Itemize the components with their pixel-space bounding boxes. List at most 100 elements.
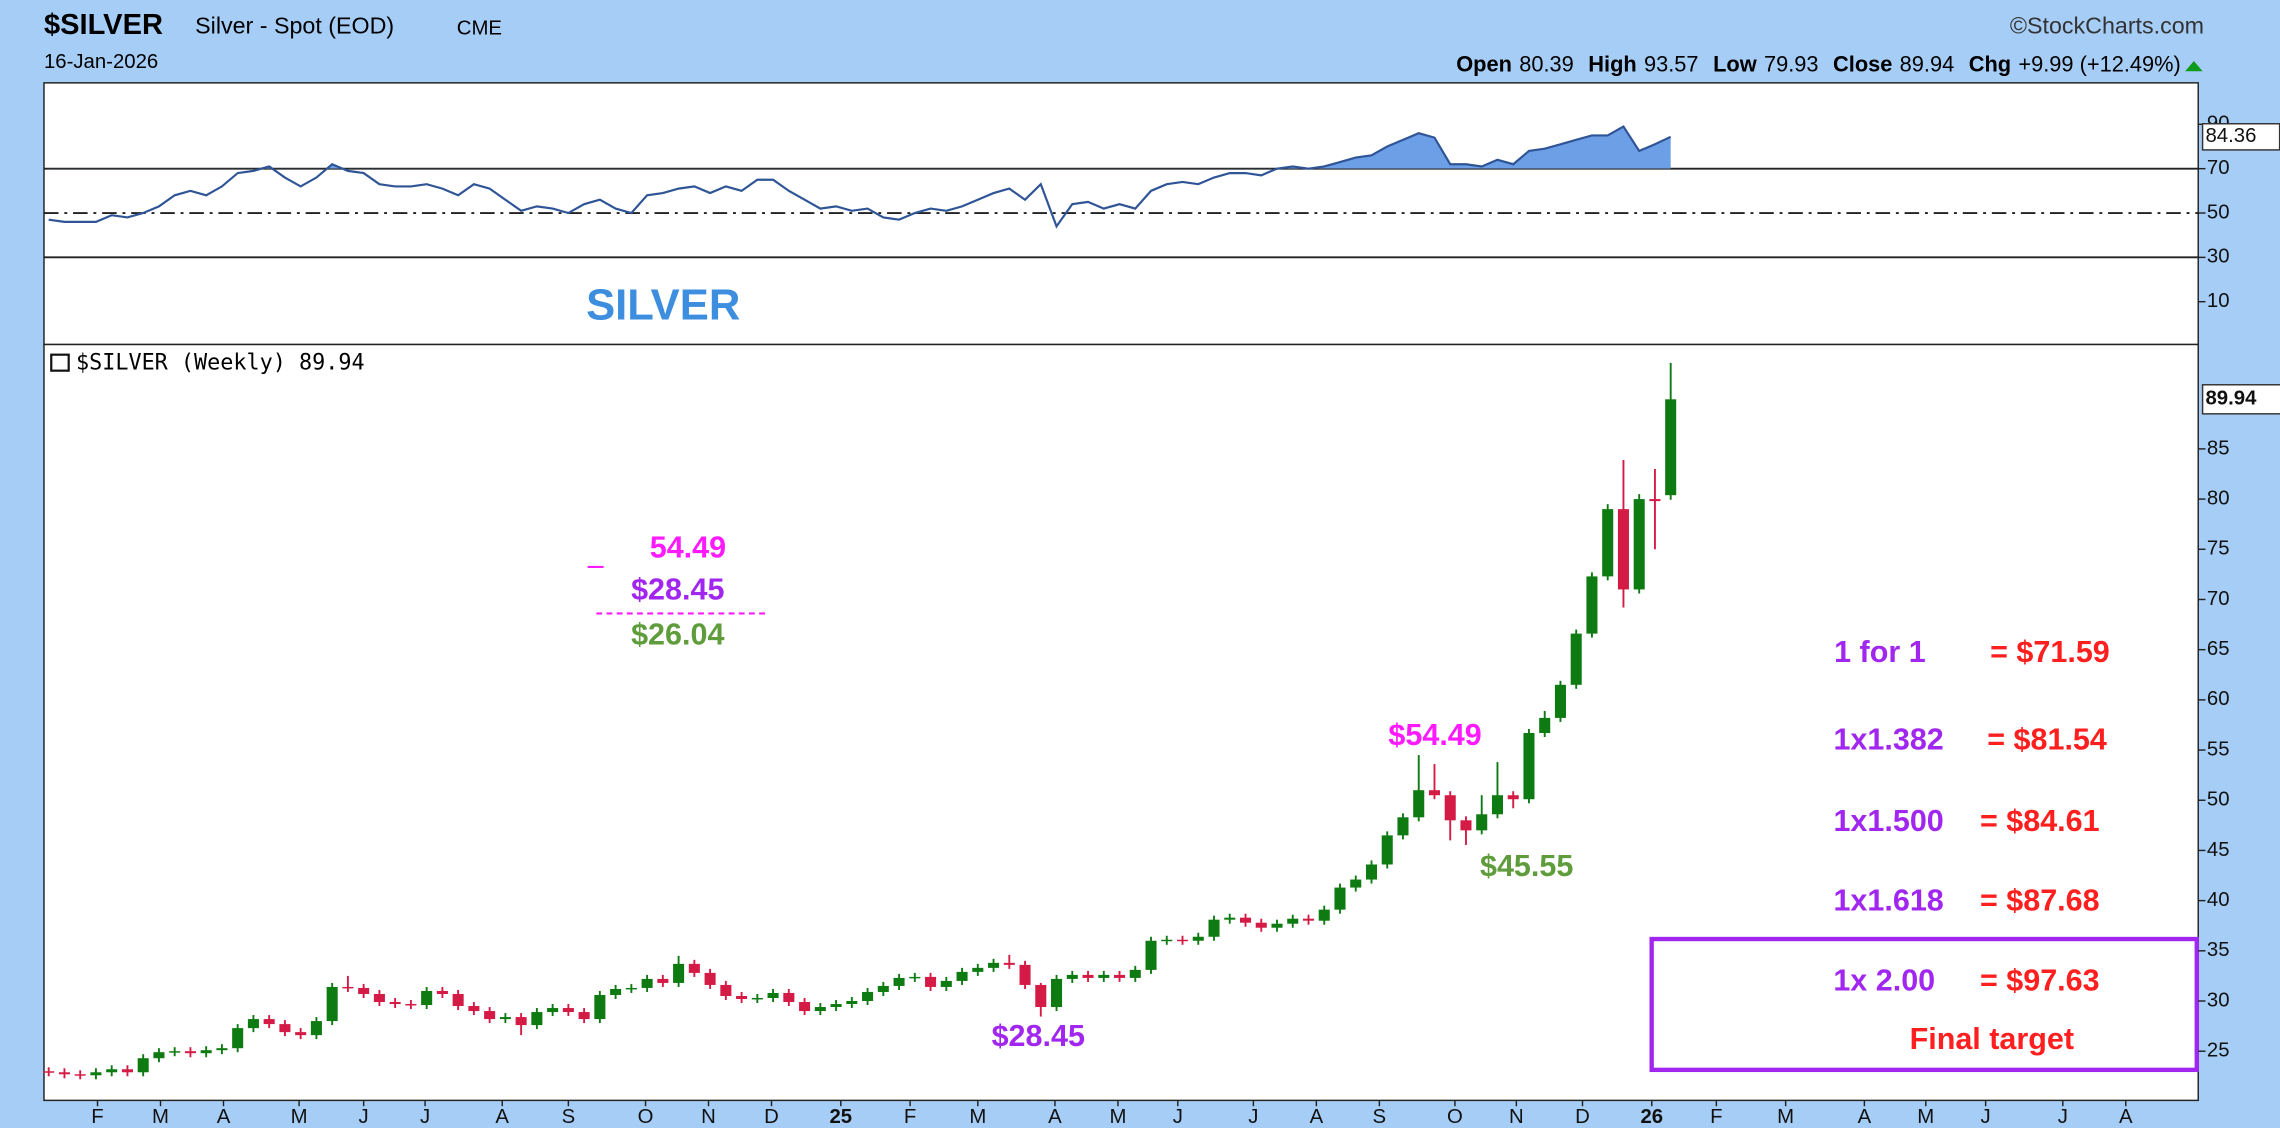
y-tick-label: 40	[2207, 889, 2230, 911]
candle-body	[1334, 887, 1346, 910]
candle-body	[925, 976, 937, 987]
candle-body	[940, 980, 952, 987]
candle-body	[515, 1017, 527, 1026]
candle-body	[153, 1052, 165, 1059]
candle-body	[641, 978, 653, 988]
legend-name: $SILVER (Weekly)	[76, 350, 286, 375]
annotation: $28.45	[631, 573, 724, 607]
candle-body	[106, 1069, 118, 1073]
ohlc-value: 93.57	[1644, 51, 1699, 76]
y-tick-label: 35	[2207, 939, 2230, 961]
y-tick-label: 50	[2207, 789, 2230, 811]
value-box	[2201, 384, 2280, 415]
candle-body	[531, 1012, 543, 1026]
candle-body	[1397, 817, 1409, 836]
rsi-tick-label: 30	[2207, 246, 2230, 268]
candle-body	[720, 984, 732, 996]
rsi-last-value: 84.36	[2205, 125, 2256, 147]
annotation: $28.45	[992, 1019, 1085, 1053]
target-box	[1649, 936, 2199, 1073]
candle-body	[1649, 499, 1661, 502]
y-tick-label: 65	[2207, 638, 2230, 660]
annotation: 1x1.618	[1833, 884, 1943, 918]
indicator-label: SILVER	[586, 282, 740, 330]
candle-body	[578, 1012, 590, 1020]
candle-body	[1019, 964, 1031, 985]
candle-body	[1129, 969, 1141, 978]
x-tick-label: A	[1048, 1106, 1062, 1128]
candle-body	[547, 1008, 559, 1013]
change-value: +9.99 (+12.49%)	[2018, 51, 2180, 76]
candle-body	[1318, 909, 1330, 921]
candle-body	[893, 977, 905, 986]
x-tick-label: N	[1509, 1106, 1524, 1128]
ohlc-value: 79.93	[1764, 51, 1819, 76]
candle-body	[704, 972, 716, 985]
chart-title: $SILVER	[44, 9, 163, 41]
candle-body	[1633, 499, 1645, 590]
annotation: = $87.68	[1980, 884, 2100, 918]
candle-body	[1224, 917, 1236, 920]
candle-body	[1523, 732, 1535, 800]
candle-body	[1350, 879, 1362, 888]
ohlc-value: 89.94	[1900, 51, 1955, 76]
candle-body	[909, 976, 921, 979]
candle-body	[1570, 633, 1582, 685]
x-tick-label: M	[1777, 1106, 1794, 1128]
rsi-tick-label: 50	[2207, 201, 2230, 223]
candle-body	[1287, 918, 1299, 924]
candle-body	[1665, 399, 1677, 496]
annotation: = $84.61	[1980, 804, 2100, 838]
candle-body	[1554, 684, 1566, 718]
ohlc-label: Close	[1833, 51, 1892, 76]
x-tick-label: A	[1858, 1106, 1872, 1128]
x-tick-label: A	[2119, 1106, 2133, 1128]
ohlc-label: Open	[1456, 51, 1512, 76]
annotation: = $81.54	[1987, 722, 2107, 756]
candle-body	[657, 978, 669, 983]
annotation: Final target	[1910, 1022, 2074, 1056]
candle-body	[121, 1069, 133, 1073]
x-tick-label: M	[1109, 1106, 1126, 1128]
rsi-area	[261, 126, 1671, 169]
y-tick-label: 25	[2207, 1040, 2230, 1062]
candle-body	[751, 997, 763, 1000]
candle-body	[1617, 509, 1629, 590]
candle-body	[1365, 864, 1378, 880]
annotation: 1x1.500	[1833, 804, 1943, 838]
x-tick-label: M	[152, 1106, 169, 1128]
annotation: $26.04	[631, 618, 724, 652]
y-tick-label: 85	[2207, 437, 2230, 459]
candle-body	[1539, 717, 1551, 733]
candle-body	[58, 1072, 70, 1075]
x-tick-label: M	[969, 1106, 986, 1128]
x-tick-label: F	[91, 1106, 103, 1128]
annotation: $45.55	[1480, 849, 1573, 883]
annotation: $54.49	[1388, 718, 1481, 752]
ohlc-label: High	[1588, 51, 1636, 76]
candle-body	[232, 1028, 244, 1049]
candle-body	[625, 987, 637, 990]
candle-body	[1444, 795, 1456, 821]
candle-body	[342, 986, 354, 989]
x-tick-label: 26	[1640, 1106, 1663, 1128]
x-tick-label: 25	[829, 1106, 852, 1128]
candle-body	[1381, 835, 1393, 865]
rsi-tick-label: 70	[2207, 157, 2230, 179]
x-tick-label: J	[359, 1106, 369, 1128]
candle-body	[373, 993, 385, 1003]
candle-body	[877, 985, 889, 992]
annotation: = $97.63	[1980, 964, 2100, 998]
legend: $SILVER (Weekly) 89.94	[76, 350, 365, 375]
y-tick-label: 45	[2207, 839, 2230, 861]
last-price: 89.94	[2205, 388, 2257, 410]
candle-body	[767, 992, 779, 998]
candle-body	[499, 1017, 511, 1020]
y-tick-label: 75	[2207, 538, 2230, 560]
candle-body	[358, 987, 370, 994]
annotation: 1 for 1	[1834, 635, 1926, 669]
ohlc-line: Open 80.39 High 93.57 Low 79.93 Close 89.94 Chg +…	[1456, 51, 2181, 76]
candle-body	[216, 1048, 228, 1051]
candle-body	[1239, 917, 1252, 923]
